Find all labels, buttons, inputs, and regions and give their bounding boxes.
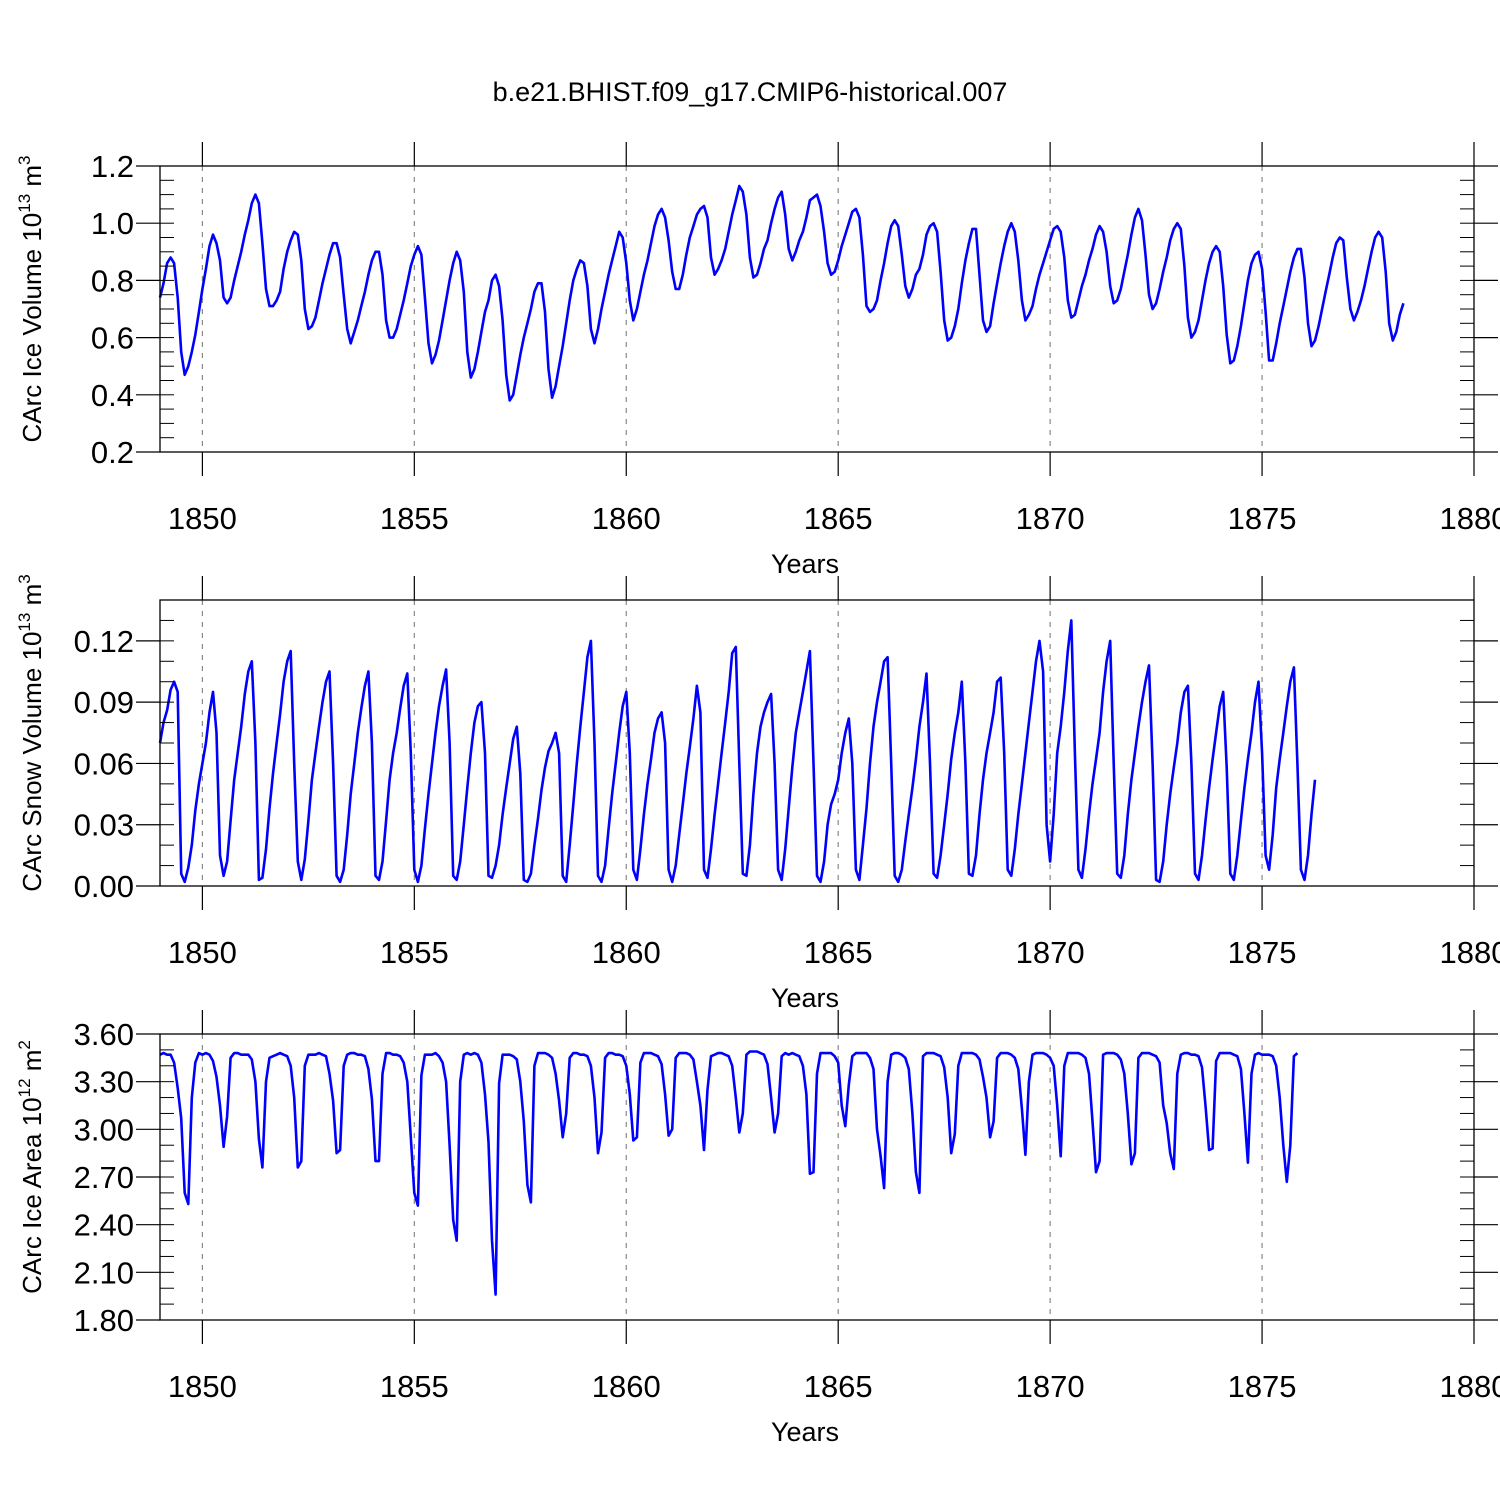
y-title-unit-exponent: 3 <box>15 155 34 164</box>
x-tick-label: 1855 <box>380 1369 449 1404</box>
y-tick-label: 2.70 <box>74 1160 134 1195</box>
x-tick-label: 1870 <box>1016 1369 1085 1404</box>
x-tick-label: 1870 <box>1016 935 1085 970</box>
x-tick-label: 1855 <box>380 501 449 536</box>
y-tick-label: 0.03 <box>74 808 134 843</box>
series-line <box>158 184 1405 402</box>
y-tick-label: 1.2 <box>91 149 134 184</box>
y-tick-label: 3.60 <box>74 1017 134 1052</box>
y-tick-label: 0.2 <box>91 435 134 470</box>
y-title-unit-exponent: 2 <box>15 1040 34 1049</box>
y-axis-title: CArc Snow Volume 1013 m3 <box>15 574 47 891</box>
y-title-unit: m <box>17 165 47 194</box>
y-axis-title: CArc Ice Volume 1013 m3 <box>15 155 47 442</box>
x-axis-title: Years <box>771 983 839 1013</box>
x-tick-label: 1865 <box>804 935 873 970</box>
y-tick-label: 0.00 <box>74 869 134 904</box>
x-tick-label: 1880 <box>1440 501 1500 536</box>
y-tick-label: 0.8 <box>91 263 134 298</box>
y-title-unit: m <box>17 584 47 613</box>
x-tick-label: 1875 <box>1228 501 1297 536</box>
panel-ice-volume: 1850 1855 1860 1865 1870 1875 1880 0.2 0.4 0.6 0.8… <box>15 142 1500 579</box>
x-tick-label: 1880 <box>1440 1369 1500 1404</box>
y-tick-label: 1.0 <box>91 206 134 241</box>
x-tick-label: 1875 <box>1228 1369 1297 1404</box>
series-line <box>158 619 1317 884</box>
panel-ice-area: 1850 1855 1860 1865 1870 1875 1880 1.80 2.10 2.40… <box>15 1010 1500 1447</box>
y-title-exponent: 13 <box>15 194 34 213</box>
x-tick-label: 1855 <box>380 935 449 970</box>
x-tick-label: 1870 <box>1016 501 1085 536</box>
y-title-exponent: 13 <box>15 613 34 632</box>
y-title-exponent: 12 <box>15 1078 34 1097</box>
y-tick-label: 2.10 <box>74 1255 134 1290</box>
x-axis-title: Years <box>771 1417 839 1447</box>
panel-snow-volume: 1850 1855 1860 1865 1870 1875 1880 0.00 0.03 0.06… <box>15 574 1500 1013</box>
y-title-unit-exponent: 3 <box>15 574 34 583</box>
x-axis-title: Years <box>771 549 839 579</box>
x-tick-label: 1850 <box>168 1369 237 1404</box>
plot-frame <box>159 165 1475 453</box>
x-tick-label: 1860 <box>592 935 661 970</box>
x-tick-label: 1880 <box>1440 935 1500 970</box>
x-tick-label: 1865 <box>804 501 873 536</box>
y-axis-title: CArc Ice Area 1012 m2 <box>15 1040 47 1294</box>
y-tick-label: 0.09 <box>74 685 134 720</box>
y-title-text: CArc Snow Volume 10 <box>17 632 47 892</box>
y-title-unit: m <box>17 1050 47 1079</box>
x-tick-label: 1850 <box>168 501 237 536</box>
x-tick-label: 1865 <box>804 1369 873 1404</box>
y-title-text: CArc Ice Area 10 <box>17 1097 47 1294</box>
y-tick-label: 3.00 <box>74 1112 134 1147</box>
y-tick-label: 1.80 <box>74 1303 134 1338</box>
x-tick-label: 1860 <box>592 1369 661 1404</box>
y-tick-label: 3.30 <box>74 1065 134 1100</box>
y-title-text: CArc Ice Volume 10 <box>17 213 47 443</box>
y-tick-label: 0.06 <box>74 746 134 781</box>
chart-title: b.e21.BHIST.f09_g17.CMIP6-historical.007 <box>493 77 1008 107</box>
x-tick-label: 1860 <box>592 501 661 536</box>
series-line <box>159 1050 1299 1296</box>
x-tick-label: 1850 <box>168 935 237 970</box>
y-tick-label: 0.4 <box>91 378 134 413</box>
x-tick-label: 1875 <box>1228 935 1297 970</box>
y-tick-label: 2.40 <box>74 1208 134 1243</box>
y-tick-label: 0.12 <box>74 624 134 659</box>
y-tick-label: 0.6 <box>91 321 134 356</box>
